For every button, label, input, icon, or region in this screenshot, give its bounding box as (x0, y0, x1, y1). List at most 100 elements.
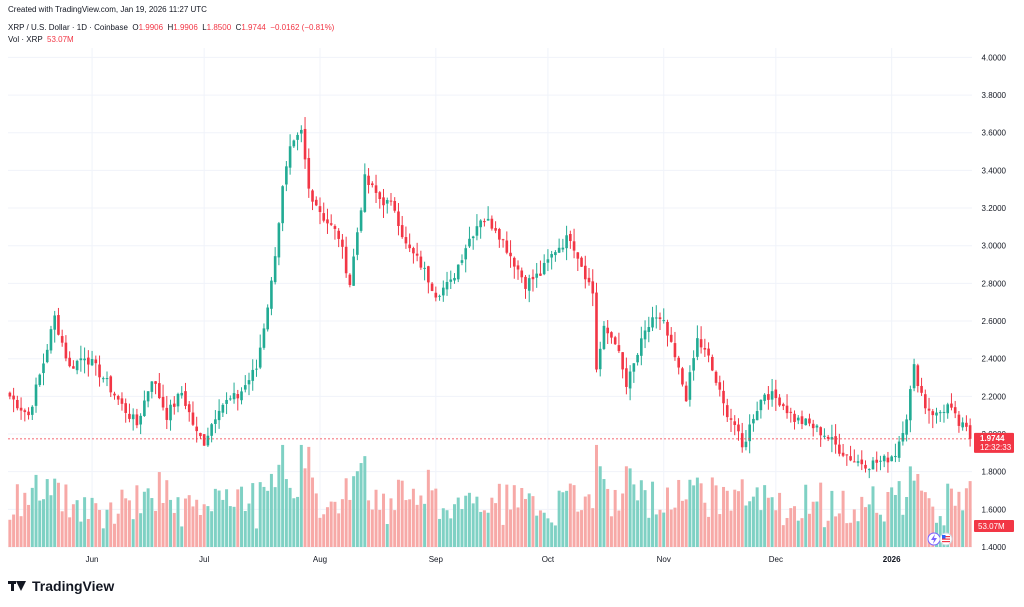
candle-body (957, 414, 961, 426)
candle-body (613, 337, 617, 345)
candle-body (938, 412, 942, 414)
volume-bar (927, 498, 931, 547)
volume-bar (774, 510, 778, 547)
volume-bar (161, 503, 165, 547)
volume-bar (135, 485, 139, 547)
chart-grid (8, 48, 972, 548)
volume-bar (755, 487, 759, 547)
x-tick-label: 2026 (883, 555, 901, 564)
volume-bar (953, 505, 957, 547)
symbol-title[interactable]: XRP / U.S. Dollar · 1D · Coinbase (8, 23, 128, 32)
volume-bar (139, 513, 143, 547)
candle-body (311, 190, 314, 202)
candle-body (479, 220, 482, 228)
volume-bar (210, 511, 214, 547)
y-tick-label: 1.4000 (982, 543, 1007, 552)
volume-bar (355, 471, 359, 547)
candle-body (789, 411, 793, 413)
candle-body (718, 382, 722, 390)
ohlc-legend: XRP / U.S. Dollar · 1D · Coinbase O1.990… (8, 23, 334, 32)
volume-bar (206, 506, 210, 547)
candle-body (16, 399, 19, 409)
candle-body (849, 456, 852, 461)
y-tick-label: 3.6000 (982, 129, 1007, 138)
candle-body (281, 186, 284, 224)
volume-bar (864, 507, 868, 547)
volume-bar (269, 473, 273, 547)
candle-body (359, 210, 363, 231)
volume-bar (617, 510, 621, 547)
volume-bar (912, 480, 916, 547)
volume-bar (325, 507, 329, 547)
candle-body (785, 405, 789, 414)
volume-bar (882, 521, 886, 547)
brand-name: TradingView (32, 578, 115, 594)
candle-body (516, 265, 520, 270)
volume-bar (878, 514, 882, 547)
volume-bar (109, 502, 113, 547)
candle-body (378, 192, 382, 199)
volume-bar (871, 486, 875, 547)
candle-body (946, 404, 950, 414)
volume-bar (53, 478, 57, 547)
volume-bar (651, 481, 655, 547)
candle-body (733, 421, 737, 425)
volume-bar (815, 501, 819, 547)
candle-body (770, 391, 774, 400)
candle-body (64, 342, 68, 359)
open-value: 1.9906 (138, 23, 164, 32)
candles (8, 117, 972, 479)
candle-body (968, 425, 972, 439)
tradingview-logo[interactable]: TradingView (8, 578, 114, 594)
candle-body (804, 418, 808, 426)
candle-body (53, 315, 57, 330)
volume-bar (890, 487, 894, 547)
volume-bar (800, 518, 804, 547)
candle-body (580, 257, 583, 267)
volume-bar (127, 500, 131, 547)
candle-body (389, 200, 393, 202)
candle-body (135, 414, 139, 426)
candle-body (531, 276, 535, 280)
volume-bar (419, 495, 423, 547)
volume-bar (583, 496, 587, 547)
candle-body (774, 389, 778, 399)
candle-body (763, 394, 766, 401)
candle-body (557, 247, 561, 253)
volume-bar (60, 511, 64, 547)
candle-body (19, 407, 23, 411)
candle-body (625, 368, 628, 387)
volume-bar (98, 509, 102, 547)
candle-body (45, 349, 49, 363)
volume-bar (68, 517, 72, 547)
volume-bar (318, 517, 322, 547)
volume-bar (639, 480, 643, 547)
candle-body (587, 277, 591, 283)
candle-body (692, 358, 695, 371)
volume-bar (243, 510, 247, 547)
candle-body (191, 412, 195, 425)
volume-bar (781, 525, 785, 547)
candle-body (408, 244, 411, 249)
volume-bar (920, 490, 924, 547)
candle-body (688, 372, 692, 400)
candle-body (512, 257, 516, 267)
volume-bar (396, 479, 400, 547)
volume-bar (901, 514, 905, 547)
volume-bar (703, 502, 707, 547)
volume-bar (538, 510, 542, 547)
volume-bar (744, 505, 748, 547)
volume-label[interactable]: Vol · XRP (8, 35, 43, 44)
volume-bar (277, 464, 281, 547)
volume-bar (296, 496, 300, 547)
candle-body (744, 441, 748, 448)
volume-bar (202, 504, 206, 547)
volume-bar (146, 488, 150, 547)
volume-bar (30, 487, 34, 547)
candle-body (894, 455, 897, 458)
volume-bar (273, 487, 277, 547)
candle-body (852, 461, 856, 463)
candle-body (737, 424, 740, 432)
volume-bar (609, 516, 613, 547)
